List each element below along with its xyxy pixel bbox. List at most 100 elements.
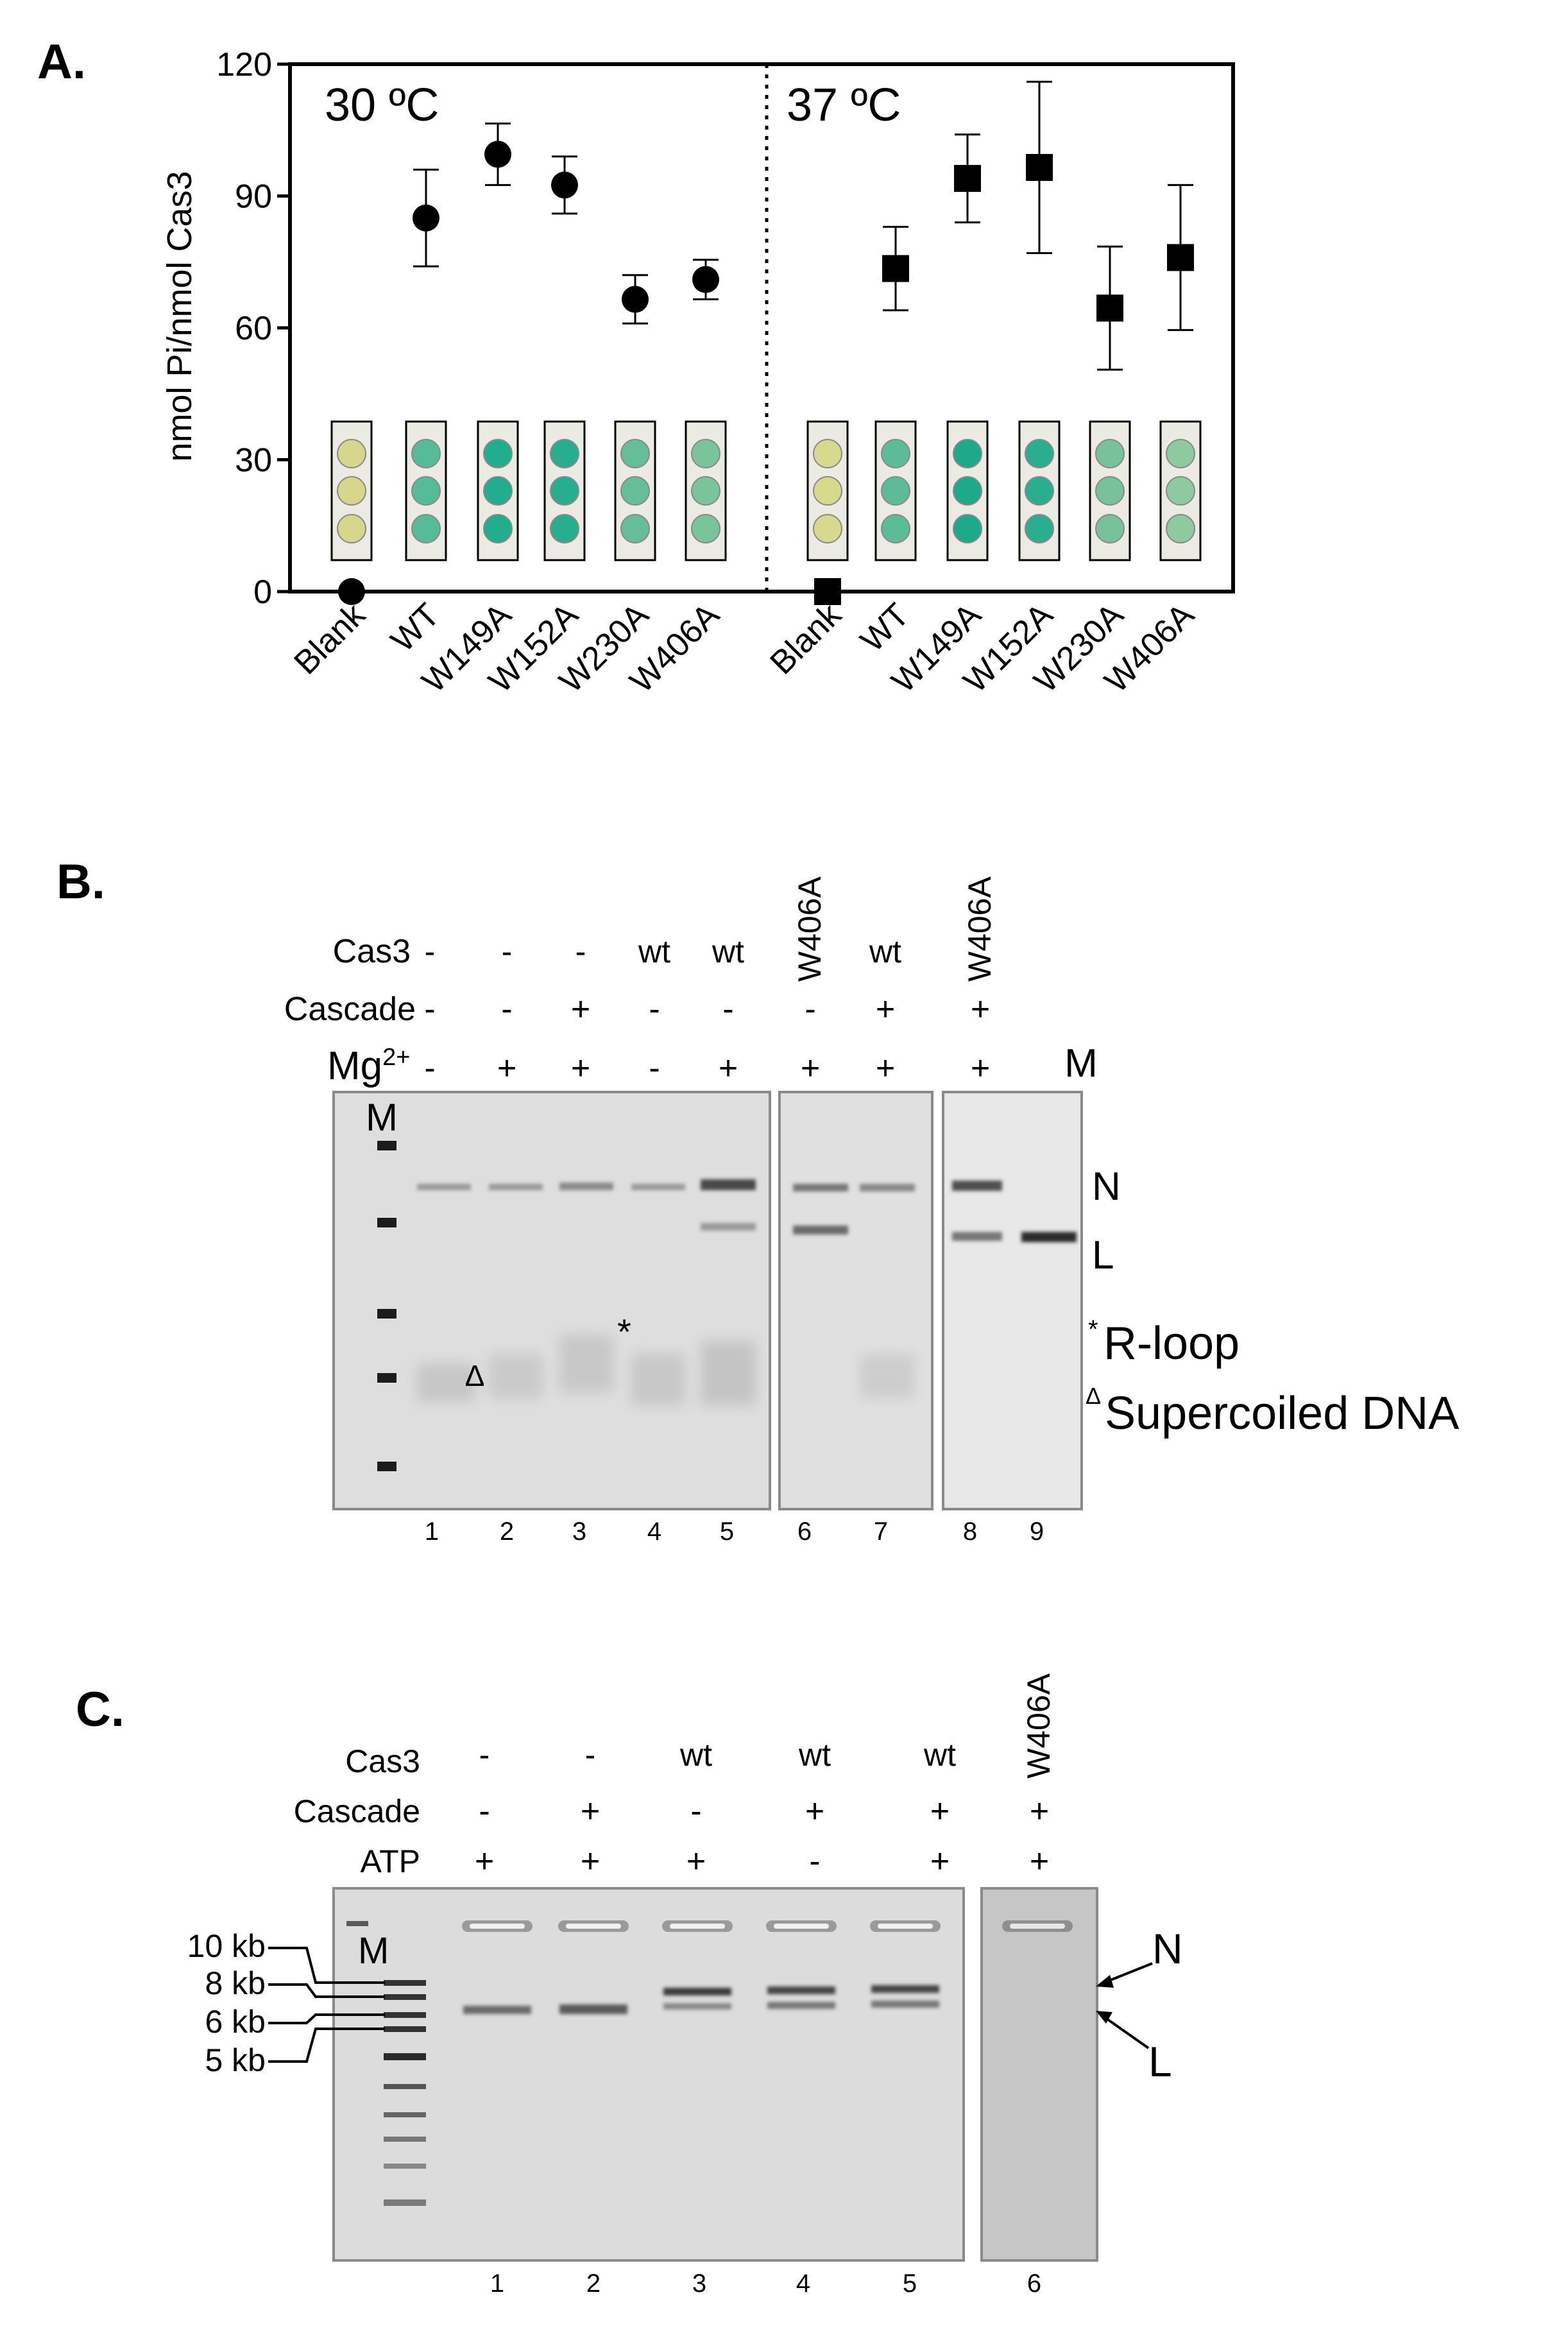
well-circle [411, 439, 441, 468]
well-circle [1095, 476, 1125, 506]
well-circle [483, 476, 513, 506]
band-l [767, 2002, 835, 2009]
well-highlight [878, 1924, 933, 1929]
linear-marker-band [1021, 1232, 1077, 1242]
cas3-condition: wt [869, 934, 901, 969]
gel-c1-bands [346, 1920, 941, 2206]
lane-number: 6 [797, 1517, 812, 1546]
ladder-band-5kb [384, 2026, 426, 2032]
ladder-band-6kb [384, 2012, 426, 2018]
well-circle [483, 439, 513, 468]
panel-b: B. Cas3 Cascade Mg2+ - - - wt wt W406A wt W406A… [56, 855, 1459, 1546]
gel-c2 [980, 1887, 1098, 2262]
y-tick-label: 120 [216, 46, 272, 83]
well-circle [1025, 439, 1054, 468]
cascade-condition: + [571, 991, 590, 1028]
gel-c1 [332, 1887, 965, 2262]
well-circle [881, 439, 910, 468]
y-tick-label: 60 [235, 310, 272, 347]
well-circle [337, 476, 366, 506]
y-tick-label: 30 [235, 442, 272, 479]
ladder-well [346, 1921, 368, 1926]
data-point-square [954, 165, 981, 192]
well-circle [1166, 476, 1195, 506]
supercoiled-marker: Δ [465, 1359, 485, 1392]
band-n [631, 1184, 685, 1190]
row-label-mg: Mg2+ [327, 1044, 410, 1088]
atp-condition: + [686, 1843, 706, 1880]
cas3-condition: wt [679, 1737, 712, 1773]
ladder-label-6kb: 6 kb [205, 2004, 266, 2040]
mg-condition: - [424, 1050, 435, 1087]
ladder-band [377, 1218, 396, 1227]
cas3-condition: wt [638, 934, 670, 969]
data-point-circle [551, 171, 578, 199]
mg-condition: + [801, 1050, 820, 1087]
cascade-condition: - [424, 991, 435, 1028]
well-circle [411, 514, 441, 543]
band-n [417, 1184, 471, 1190]
label-37c: 37 ºC [787, 80, 901, 131]
arrow-n-head [1096, 1975, 1114, 1988]
smear [631, 1354, 685, 1405]
band-n [489, 1184, 543, 1190]
lane-numbers: 1 2 3 4 5 6 7 8 9 [425, 1517, 1044, 1546]
well-circle [483, 514, 513, 543]
atp-condition: + [581, 1843, 600, 1880]
well-circle [953, 439, 982, 468]
gel-b1-marker-label: M [366, 1096, 398, 1139]
cas3-condition: wt [798, 1737, 831, 1773]
well-circle [337, 439, 366, 468]
cas3-condition: - [479, 1737, 490, 1773]
y-axis-label: nmol Pi/nmol Cas3 [160, 171, 199, 461]
smear [489, 1354, 543, 1399]
ladder-band [384, 2164, 426, 2169]
band-n [871, 1985, 939, 1993]
cas3-condition: W406A [1021, 1673, 1057, 1779]
ladder-band-8kb [384, 1994, 426, 2000]
ladder-band [377, 1309, 396, 1319]
well-circle [691, 514, 720, 543]
band-l [701, 1223, 756, 1231]
well-circle [1166, 514, 1195, 543]
data-point-circle [622, 286, 649, 313]
row-label-atp: ATP [360, 1843, 420, 1879]
smear [701, 1341, 756, 1405]
lane-number: 2 [586, 2269, 601, 2298]
well-circle [620, 514, 650, 543]
well-images [330, 420, 1202, 561]
lane-conditions: - - - wt wt W406A wt W406A - - + - - - + + - + + - + + + + [424, 876, 998, 1087]
well-circle [813, 476, 842, 506]
band-l [793, 1226, 848, 1234]
mg-condition: + [497, 1050, 516, 1087]
atp-condition: - [809, 1843, 820, 1880]
gel-b1-bands: Δ * [377, 1141, 756, 1471]
mg-condition: + [971, 1050, 990, 1087]
cascade-condition: + [930, 1793, 950, 1830]
gel-b1 [332, 1091, 771, 1510]
well-highlight [670, 1924, 725, 1929]
x-tick-label: WT [853, 596, 916, 659]
cas3-condition: wt [712, 934, 744, 969]
arrow-l-head [1096, 2011, 1112, 2024]
mg-condition: + [719, 1050, 738, 1087]
row-label-cascade: Cascade [284, 991, 416, 1028]
well-circle [1025, 476, 1054, 506]
ladder-band [384, 2053, 426, 2060]
supercoiled-legend-symbol: Δ [1086, 1383, 1101, 1409]
lane-numbers: 1 2 3 4 5 6 [490, 2269, 1041, 2298]
x-tick-label: Blank [763, 596, 849, 682]
data-point-square [1167, 244, 1194, 271]
gel-b2-bands [793, 1184, 915, 1399]
well-circle [1166, 439, 1195, 468]
ladder-band [377, 1462, 396, 1471]
cas3-condition: - [575, 934, 586, 969]
cascade-condition: - [479, 1793, 490, 1830]
row-label-cas3: Cas3 [333, 933, 411, 970]
well-circle [550, 514, 579, 543]
ladder-connector-6kb [268, 2013, 385, 2024]
lane-number: 2 [500, 1517, 514, 1546]
lane-number: 6 [1027, 2269, 1041, 2298]
well-circle [1095, 514, 1125, 543]
